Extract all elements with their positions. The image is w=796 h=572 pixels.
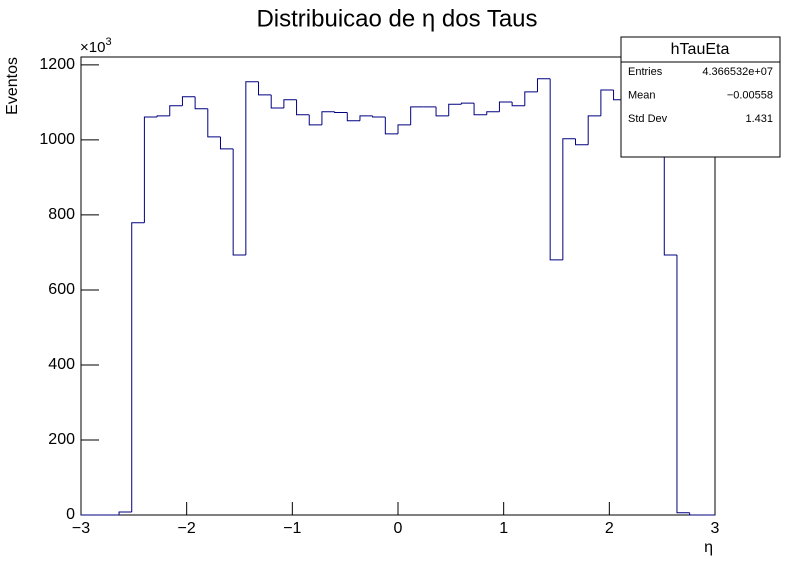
y-axis-label: Eventos: [4, 57, 21, 115]
histogram-bin: [600, 89, 614, 116]
x-tick-label: 1: [499, 520, 508, 537]
histogram-bin: [321, 111, 335, 125]
histogram-bin: [448, 103, 462, 116]
histogram-bin: [270, 94, 284, 109]
histogram-bin: [676, 255, 690, 514]
y-multiplier-base: ×10: [80, 39, 105, 56]
stats-key: Std Dev: [628, 113, 668, 125]
x-tick-label: −1: [283, 520, 301, 537]
histogram-bin: [549, 78, 563, 261]
stats-value: 1.431: [745, 113, 773, 125]
histogram-bin: [296, 99, 310, 116]
stats-box: hTauEta Entries 4.366532e+07 Mean −0.00558 S…: [620, 36, 781, 158]
histogram-bin: [498, 101, 513, 112]
x-tick-label: 2: [605, 520, 614, 537]
histogram-bin: [536, 78, 551, 92]
histogram-bin: [232, 148, 246, 256]
histogram-bin: [143, 116, 158, 223]
histogram-bin: [663, 142, 677, 256]
histogram-bin: [156, 115, 170, 118]
y-multiplier-exponent: 3: [105, 36, 111, 48]
histogram-bin: [460, 102, 475, 105]
histogram-bin: [194, 96, 208, 110]
histogram-bin: [587, 115, 601, 145]
stats-frame: [620, 36, 781, 158]
histogram-bin: [562, 138, 576, 260]
chart-title: Distribuicao de η dos Taus: [256, 5, 537, 32]
y-tick-label: 600: [48, 281, 75, 298]
histogram-bin: [258, 81, 272, 96]
x-tick-label: 3: [711, 520, 720, 537]
histogram-bin: [118, 511, 132, 515]
histogram-bin: [524, 91, 538, 106]
x-tick-label: 0: [394, 520, 403, 537]
y-tick-label: 200: [48, 431, 75, 448]
stats-key: Entries: [628, 66, 663, 78]
stats-value: −0.00558: [727, 89, 773, 101]
y-tick-label: 1200: [39, 56, 75, 73]
histogram-bin: [575, 138, 589, 146]
histogram-bin: [334, 111, 348, 114]
histogram-bin: [435, 106, 449, 117]
histogram-bin: [372, 115, 386, 118]
histogram-bin: [181, 96, 196, 106]
histogram-bin: [131, 222, 145, 512]
stats-value: 4.366532e+07: [702, 66, 773, 78]
histogram-bin: [245, 81, 259, 256]
histogram-bin: [283, 99, 297, 109]
histogram-bin: [219, 136, 234, 150]
stats-key: Mean: [628, 89, 656, 101]
histogram-bin: [346, 112, 360, 122]
histogram-bin: [207, 108, 221, 138]
histogram-bin: [486, 111, 500, 115]
histogram-bin: [359, 115, 373, 121]
stats-title: hTauEta: [671, 41, 730, 58]
x-tick-label: −3: [72, 520, 90, 537]
x-axis-label: η: [704, 539, 713, 556]
histogram-bin: [410, 106, 424, 125]
y-tick-label: 0: [66, 506, 75, 523]
y-tick-label: 1000: [39, 131, 75, 148]
x-tick-label: −2: [178, 520, 196, 537]
y-multiplier: ×103: [80, 36, 112, 56]
histogram-bin: [473, 103, 487, 116]
y-tick-label: 400: [48, 356, 75, 373]
histogram-bin: [308, 114, 322, 126]
histogram-bin: [169, 105, 183, 116]
histogram-bin: [689, 512, 703, 516]
histogram-bin: [511, 102, 525, 107]
histogram-bin: [397, 124, 411, 134]
histogram-bin: [384, 117, 398, 135]
y-tick-label: 800: [48, 206, 75, 223]
